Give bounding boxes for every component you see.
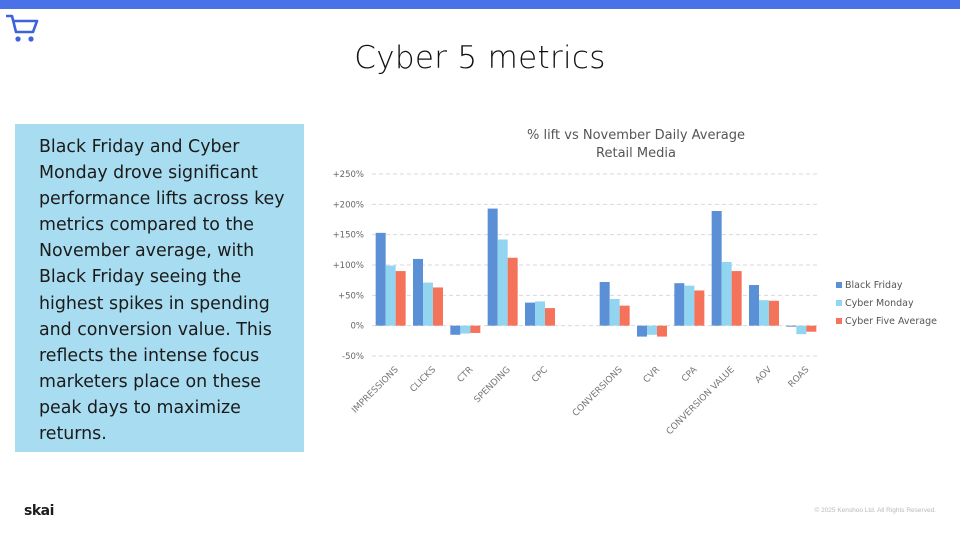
bar [599,281,610,326]
bar-chart: % lift vs November Daily Average Retail … [333,128,938,437]
bar [749,285,759,326]
legend-label: Black Friday [845,280,903,291]
bar [525,302,535,326]
bar [423,282,433,326]
x-tick-label: SPENDING [473,365,513,405]
summary-text: Black Friday and Cyber Monday drove sign… [39,137,285,445]
x-tick-label: CPA [680,364,700,384]
y-tick-label: 0% [351,322,365,332]
bar [385,265,396,326]
bar [721,261,732,326]
bar [375,232,386,326]
bar [507,257,518,326]
bar [395,271,406,326]
bar [413,258,423,326]
x-tick-label: CTR [456,365,476,385]
legend-label: Cyber Five Average [845,316,937,327]
y-tick-label: +150% [333,231,364,241]
legend-swatch [836,318,842,324]
bar [657,325,667,337]
bar [694,290,705,326]
y-tick-label: -50% [342,352,364,362]
x-tick-label: CVR [642,365,662,385]
x-tick-label: CONVERSIONS [571,365,625,419]
bar [786,325,797,327]
x-tick-label: ROAS [787,365,812,390]
bar [433,287,443,326]
y-tick-label: +200% [333,200,364,210]
bar [609,298,620,326]
top-accent-bar [0,0,960,9]
bar [759,300,769,326]
x-tick-label: CLICKS [409,365,439,395]
bar [545,308,555,326]
chart-title: % lift vs November Daily Average [527,128,745,143]
y-tick-label: +250% [333,170,364,180]
x-tick-label: IMPRESSIONS [350,365,401,416]
bar [535,301,545,326]
legend-swatch [836,282,842,288]
y-tick-label: +50% [338,291,364,301]
bar [497,239,508,326]
shopping-cart-icon [6,14,39,42]
x-tick-label: CPC [530,365,550,385]
x-tick-label: CONVERSION VALUE [665,365,737,437]
bar [769,300,779,326]
skai-logo: skai [24,503,54,519]
bar [674,283,685,326]
bar [806,325,817,332]
summary-box: Black Friday and Cyber Monday drove sign… [15,124,304,452]
bar [731,271,742,326]
bar [460,325,471,334]
legend-swatch [836,300,842,306]
bar [711,211,722,326]
bar [450,325,461,335]
copyright-text: © 2025 Kenshoo Ltd. All Rights Reserved. [814,507,936,514]
bar [647,325,657,335]
bar [487,208,498,326]
x-tick-label: AOV [754,364,775,385]
y-tick-label: +100% [333,261,364,271]
bar [619,305,630,326]
legend-label: Cyber Monday [845,298,914,309]
bar [637,325,647,337]
bar [470,325,481,333]
bar [796,325,807,335]
slide-title: Cyber 5 metrics [354,40,606,76]
chart-subtitle: Retail Media [596,146,676,161]
bar [684,285,695,326]
